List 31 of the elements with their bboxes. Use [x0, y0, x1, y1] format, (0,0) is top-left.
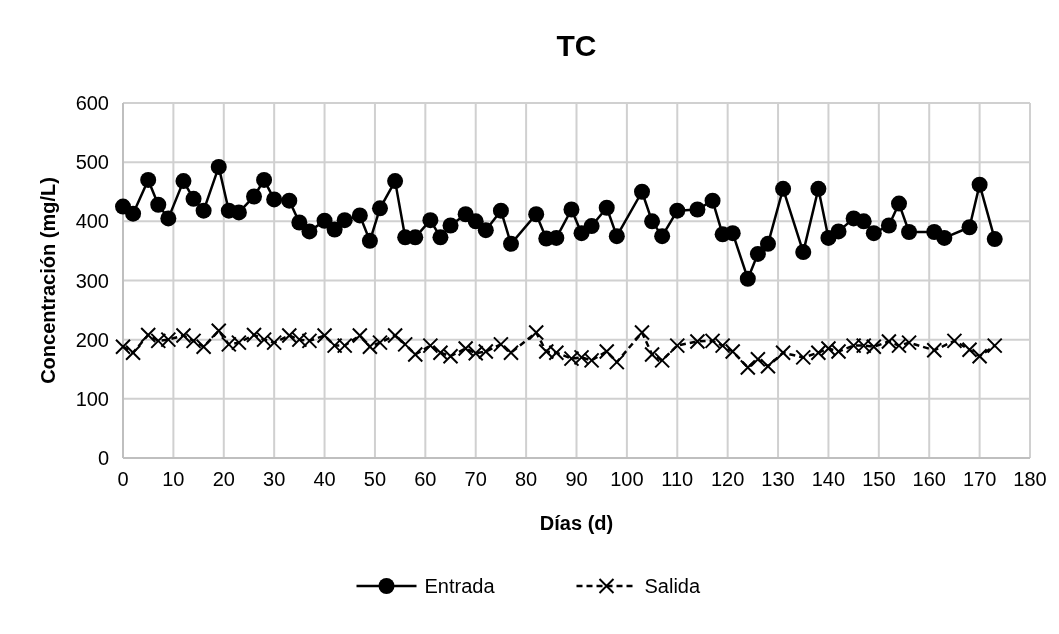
y-tick-label: 200 — [75, 328, 109, 351]
x-tick-label: 10 — [162, 468, 185, 490]
legend-label: Entrada — [424, 575, 496, 597]
x-tick-label: 120 — [710, 468, 745, 490]
x-tick-label: 180 — [1013, 468, 1047, 490]
x-tick-label: 40 — [313, 468, 336, 490]
x-tick-label: 0 — [117, 468, 129, 490]
x-tick-label: 60 — [414, 468, 437, 490]
y-tick-label: 0 — [97, 447, 109, 469]
y-tick-label: 600 — [75, 92, 109, 114]
x-tick-label: 30 — [263, 468, 286, 490]
x-tick-label: 150 — [862, 468, 896, 490]
x-tick-label: 20 — [212, 468, 235, 490]
x-tick-label: 80 — [514, 468, 538, 490]
x-tick-label: 110 — [661, 468, 694, 490]
y-tick-label: 100 — [75, 387, 109, 410]
legend-label: Salida — [644, 575, 701, 597]
x-tick-label: 70 — [464, 468, 487, 490]
y-tick-label: 300 — [75, 269, 109, 292]
y-tick-label: 400 — [75, 210, 109, 233]
chart-title: TC — [556, 29, 597, 62]
x-tick-label: 140 — [811, 468, 846, 490]
x-tick-label: 90 — [565, 468, 588, 490]
x-tick-label: 100 — [610, 468, 644, 490]
x-tick-label: 50 — [363, 468, 387, 490]
x-tick-label: 160 — [912, 468, 946, 490]
y-tick-label: 500 — [75, 151, 109, 174]
x-tick-label: 170 — [962, 468, 997, 490]
y-axis-title: Concentración (mg/L) — [37, 177, 59, 384]
x-axis-title: Días (d) — [539, 512, 614, 534]
x-tick-label: 130 — [761, 468, 795, 490]
